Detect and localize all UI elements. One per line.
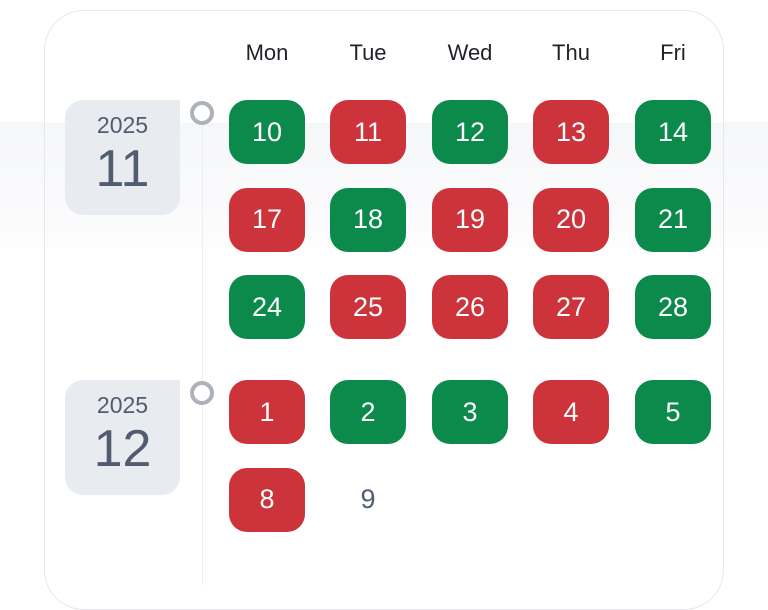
day-cell[interactable]: 4 — [533, 380, 609, 444]
month-number: 12 — [93, 420, 152, 478]
day-cell[interactable]: 9 — [360, 484, 376, 514]
month-number: 11 — [95, 140, 150, 198]
day-cell[interactable]: 12 — [432, 100, 508, 164]
day-cell[interactable]: 10 — [229, 100, 305, 164]
year-label: 2025 — [96, 392, 149, 418]
day-cell[interactable]: 5 — [635, 380, 711, 444]
day-cell[interactable]: 2 — [330, 380, 406, 444]
day-cell[interactable]: 21 — [635, 187, 711, 252]
day-cell[interactable]: 28 — [635, 275, 711, 339]
day-cell[interactable]: 27 — [533, 275, 609, 339]
day-cell[interactable]: 14 — [635, 100, 711, 164]
weekday-header-thu: Thu — [552, 40, 590, 65]
day-cell[interactable]: 18 — [330, 187, 406, 252]
day-cell[interactable]: 20 — [533, 187, 609, 252]
weekday-header-wed: Wed — [447, 40, 493, 65]
timeline-line — [202, 125, 203, 585]
day-cell[interactable]: 17 — [229, 187, 305, 252]
day-cell[interactable]: 1 — [229, 380, 305, 444]
timeline-circle-icon — [190, 101, 214, 125]
day-cell[interactable]: 11 — [330, 100, 406, 164]
month-label: 2025 11 — [65, 100, 180, 215]
day-cell[interactable]: 26 — [432, 275, 508, 339]
year-label: 2025 — [96, 112, 149, 138]
timeline-circle-icon — [190, 381, 214, 405]
day-cell[interactable]: 25 — [330, 275, 406, 339]
day-cell[interactable]: 24 — [229, 275, 305, 339]
weekday-header-fri: Fri — [660, 40, 686, 65]
day-cell[interactable]: 3 — [432, 380, 508, 444]
weekday-header-mon: Mon — [245, 40, 289, 65]
day-cell[interactable]: 19 — [432, 187, 508, 252]
day-cell[interactable]: 8 — [229, 467, 305, 532]
day-cell[interactable]: 13 — [533, 100, 609, 164]
weekday-header-tue: Tue — [349, 40, 387, 65]
month-label: 2025 12 — [65, 380, 180, 495]
